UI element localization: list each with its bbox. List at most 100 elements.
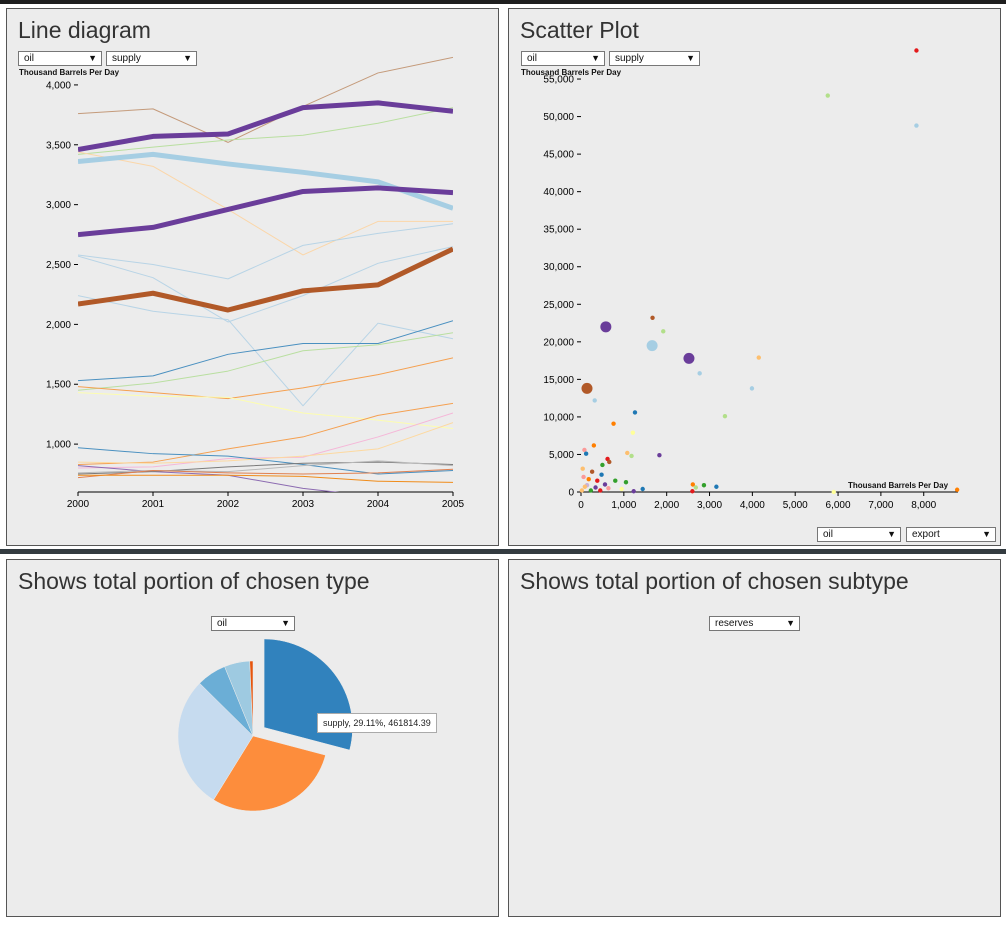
pie-type-select[interactable]: oil ▼ <box>211 616 295 631</box>
scatter-point[interactable] <box>722 413 728 419</box>
scatter-point[interactable] <box>580 466 585 471</box>
chevron-down-icon: ▼ <box>591 53 600 63</box>
series-line[interactable] <box>78 402 453 465</box>
type-select[interactable]: oil ▼ <box>18 51 102 66</box>
scatter-point[interactable] <box>607 459 612 465</box>
series-line[interactable] <box>78 468 453 479</box>
y-type-select[interactable]: oil ▼ <box>521 51 605 66</box>
scatter-point[interactable] <box>630 430 636 435</box>
scatter-point[interactable] <box>582 484 588 489</box>
scatter-point[interactable] <box>629 453 634 459</box>
scatter-point[interactable] <box>640 486 645 492</box>
series-line[interactable] <box>78 107 453 155</box>
series-line[interactable] <box>78 100 453 153</box>
scatter-point[interactable] <box>613 478 618 483</box>
scatter-point[interactable] <box>591 443 597 448</box>
series-line[interactable] <box>78 223 453 280</box>
y-tick-label: 55,000 <box>543 75 574 86</box>
series-line[interactable] <box>78 246 453 323</box>
scatter-point[interactable] <box>714 484 719 489</box>
scatter-point[interactable] <box>600 462 605 468</box>
y-subtype-select[interactable]: supply ▼ <box>609 51 700 66</box>
subtype-select[interactable]: reserves ▼ <box>709 616 800 631</box>
scatter-point[interactable] <box>954 487 960 492</box>
series-line[interactable] <box>78 392 453 430</box>
x-tick-label: 0 <box>578 500 584 511</box>
series-line[interactable] <box>78 295 453 407</box>
scatter-point[interactable] <box>582 447 587 453</box>
scatter-point[interactable] <box>593 485 598 490</box>
series-line[interactable] <box>78 357 453 400</box>
pie-slice[interactable] <box>177 682 254 801</box>
scatter-point[interactable] <box>650 315 655 321</box>
series-line[interactable] <box>78 412 453 469</box>
scatter-point[interactable] <box>661 329 666 334</box>
scatter-point[interactable] <box>581 382 593 394</box>
series-line[interactable] <box>78 56 453 143</box>
scatter-point[interactable] <box>623 480 629 485</box>
series-line[interactable] <box>78 185 453 238</box>
y-tick-label: 3,000 <box>46 200 71 211</box>
scatter-point[interactable] <box>581 474 586 480</box>
x-type-select[interactable]: oil ▼ <box>817 527 901 542</box>
x-tick-label: 4,000 <box>740 500 765 511</box>
x-subtype-select[interactable]: export ▼ <box>906 527 996 542</box>
series-line[interactable] <box>78 474 453 483</box>
y-axis-unit-label: Thousand Barrels Per Day <box>521 68 622 77</box>
scatter-point[interactable] <box>697 371 702 376</box>
series-line[interactable] <box>78 460 453 474</box>
x-subtype-select-value: export <box>912 529 940 540</box>
scatter-point[interactable] <box>583 451 589 456</box>
y-tick-label: 2,000 <box>46 320 71 331</box>
pie-slice[interactable] <box>263 638 353 751</box>
series-line[interactable] <box>78 246 453 313</box>
pie-slice[interactable] <box>249 660 254 737</box>
series-line[interactable] <box>78 151 453 256</box>
scatter-point[interactable] <box>756 355 761 360</box>
x-tick-label: 6,000 <box>826 500 851 511</box>
scatter-point[interactable] <box>595 478 600 483</box>
scatter-point[interactable] <box>625 450 630 456</box>
series-line[interactable] <box>78 332 453 391</box>
series-line[interactable] <box>78 320 453 382</box>
scatter-point[interactable] <box>588 488 594 493</box>
scatter-point[interactable] <box>599 472 604 477</box>
scatter-point[interactable] <box>592 398 597 403</box>
scatter-point[interactable] <box>606 486 611 491</box>
scatter-point[interactable] <box>631 489 636 494</box>
scatter-point[interactable] <box>683 352 695 364</box>
scatter-point[interactable] <box>602 482 608 487</box>
series-line[interactable] <box>78 422 453 464</box>
y-subtype-select-value: supply <box>615 53 644 64</box>
scatter-point[interactable] <box>690 489 695 494</box>
chevron-down-icon: ▼ <box>88 53 97 63</box>
subtype-pie-panel: Shows total portion of chosen subtype re… <box>508 559 1001 917</box>
scatter-point[interactable] <box>619 486 624 492</box>
x-tick-label: 2005 <box>442 499 465 510</box>
x-tick-label: 7,000 <box>868 500 893 511</box>
series-line[interactable] <box>78 447 453 475</box>
scatter-point[interactable] <box>690 482 696 487</box>
scatter-point[interactable] <box>632 410 638 415</box>
scatter-point[interactable] <box>693 485 699 490</box>
y-tick-label: 45,000 <box>543 150 574 161</box>
type-pie-panel: Shows total portion of chosen type oil ▼ … <box>6 559 499 917</box>
scatter-point[interactable] <box>825 93 830 98</box>
scatter-point[interactable] <box>657 453 662 458</box>
scatter-point[interactable] <box>646 340 658 352</box>
subtype-select[interactable]: supply ▼ <box>106 51 197 66</box>
chevron-down-icon: ▼ <box>786 618 795 628</box>
scatter-point[interactable] <box>749 386 755 391</box>
scatter-point[interactable] <box>600 321 612 333</box>
chevron-down-icon: ▼ <box>686 53 695 63</box>
scatter-point[interactable] <box>589 469 595 474</box>
scatter-point[interactable] <box>701 483 707 488</box>
scatter-point[interactable] <box>914 48 919 53</box>
scatter-point[interactable] <box>611 421 616 426</box>
scatter-point[interactable] <box>586 477 591 482</box>
scatter-point[interactable] <box>598 488 603 493</box>
x-tick-label: 2004 <box>367 499 390 510</box>
scatter-point[interactable] <box>831 489 836 495</box>
scatter-point[interactable] <box>579 488 585 493</box>
scatter-point[interactable] <box>914 123 919 128</box>
